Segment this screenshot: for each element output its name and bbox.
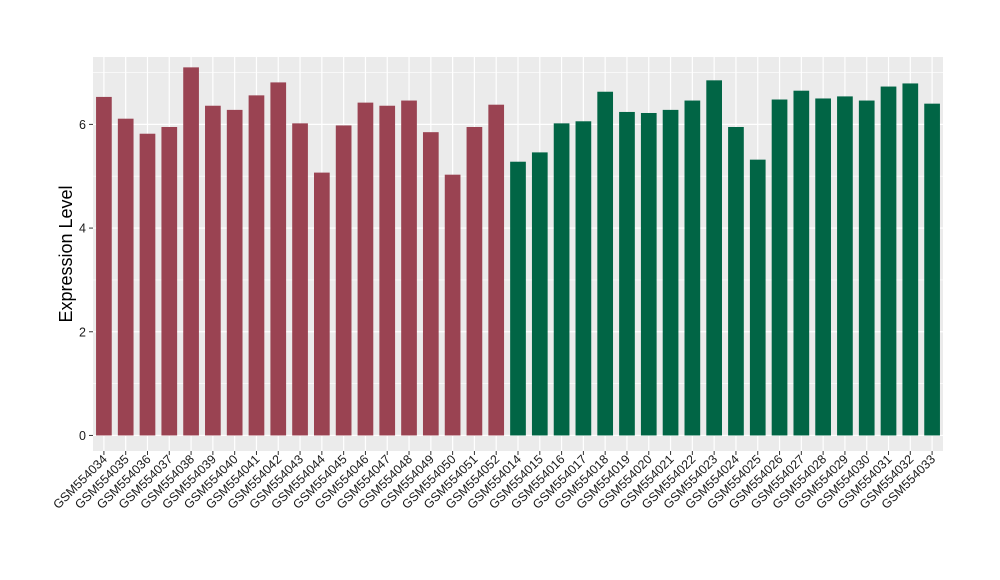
bar-GSM554052 bbox=[488, 104, 505, 436]
bar-GSM554038 bbox=[183, 67, 199, 436]
bar-GSM554050 bbox=[444, 174, 461, 436]
bar-GSM554036 bbox=[139, 133, 156, 436]
bar-GSM554048 bbox=[401, 100, 417, 436]
bar-GSM554025 bbox=[749, 159, 766, 436]
bar-GSM554015 bbox=[531, 152, 548, 436]
bar-GSM554041 bbox=[248, 95, 265, 436]
bars bbox=[96, 67, 940, 436]
bar-GSM554043 bbox=[292, 123, 308, 436]
bar-GSM554026 bbox=[771, 99, 788, 436]
bar-GSM554024 bbox=[728, 126, 744, 436]
y-tick-label: 0 bbox=[79, 429, 86, 443]
bar-GSM554033 bbox=[924, 103, 940, 436]
bar-GSM554040 bbox=[226, 109, 243, 436]
bar-GSM554019 bbox=[619, 111, 635, 436]
bar-GSM554049 bbox=[422, 132, 439, 436]
x-axis: GSM554034GSM554035GSM554036GSM554037GSM5… bbox=[50, 451, 938, 512]
bar-GSM554045 bbox=[335, 125, 352, 436]
bar-GSM554037 bbox=[161, 126, 178, 436]
y-axis: 0 2 4 6 bbox=[79, 118, 93, 443]
bar-GSM554027 bbox=[793, 90, 810, 436]
y-tick-label: 2 bbox=[79, 325, 86, 339]
bar-GSM554042 bbox=[270, 82, 287, 436]
bar-GSM554039 bbox=[205, 105, 221, 436]
bar-GSM554047 bbox=[379, 105, 396, 436]
bar-GSM554034 bbox=[96, 96, 112, 436]
bar-GSM554017 bbox=[575, 121, 592, 436]
y-axis-title: Expression Level bbox=[56, 185, 76, 322]
bar-GSM554051 bbox=[466, 126, 483, 436]
bar-GSM554018 bbox=[597, 91, 614, 436]
bar-GSM554046 bbox=[357, 102, 374, 436]
bar-GSM554022 bbox=[684, 100, 701, 436]
bar-GSM554044 bbox=[314, 172, 330, 436]
bar-GSM554023 bbox=[706, 80, 722, 436]
y-tick-label: 4 bbox=[79, 222, 86, 236]
bar-GSM554030 bbox=[858, 100, 875, 436]
bar-GSM554028 bbox=[815, 98, 831, 436]
bar-GSM554020 bbox=[640, 112, 657, 436]
bar-GSM554029 bbox=[837, 96, 853, 436]
bar-GSM554032 bbox=[902, 83, 919, 436]
y-tick-label: 6 bbox=[79, 118, 86, 132]
bar-GSM554021 bbox=[662, 109, 679, 436]
bar-GSM554031 bbox=[880, 86, 897, 436]
bar-GSM554016 bbox=[553, 123, 570, 436]
bar-GSM554035 bbox=[117, 118, 134, 436]
bar-GSM554014 bbox=[510, 161, 526, 436]
